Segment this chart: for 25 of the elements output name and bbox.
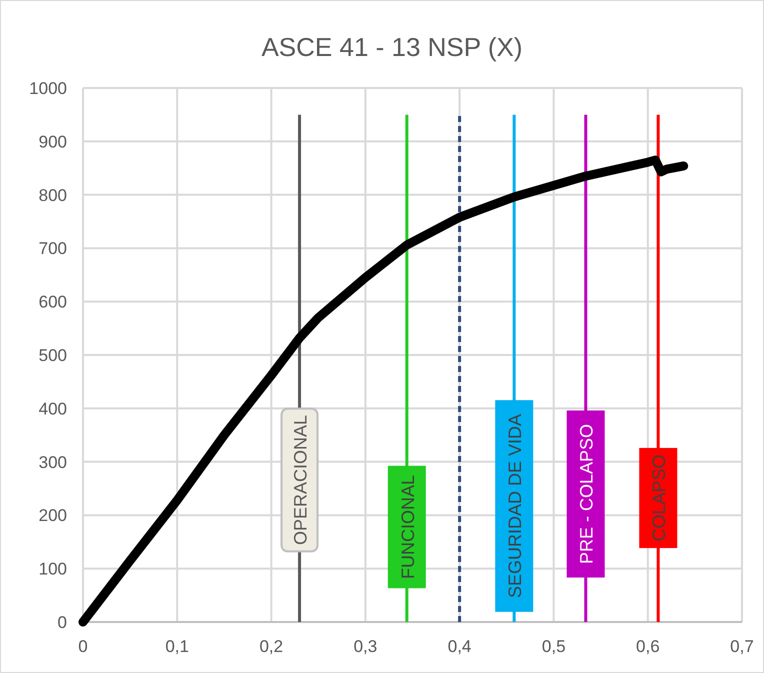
- y-tick-label: 500: [38, 346, 67, 365]
- x-tick-label: 0,4: [448, 637, 472, 656]
- y-tick-label: 900: [38, 132, 67, 152]
- x-tick-label: 0,3: [354, 637, 378, 656]
- chart-title: ASCE 41 - 13 NSP (X): [261, 32, 523, 62]
- y-tick-label: 800: [38, 186, 67, 205]
- ref-line-label: PRE - COLAPSO: [576, 424, 597, 564]
- ref-line-label: OPERACIONAL: [290, 414, 311, 546]
- y-tick-label: 1000: [29, 78, 67, 98]
- x-tick-label: 0,6: [636, 637, 660, 656]
- x-tick-label: 0,7: [730, 637, 754, 656]
- x-tick-label: 0,2: [259, 637, 284, 656]
- y-tick-label: 300: [38, 452, 67, 472]
- ref-line-label: COLAPSO: [649, 454, 670, 542]
- y-tick-label: 0: [58, 612, 67, 632]
- x-tick-label: 0: [78, 637, 88, 656]
- x-tick-label: 0,5: [542, 637, 566, 656]
- x-tick-label: 0,1: [165, 637, 189, 656]
- y-tick-label: 100: [38, 560, 67, 579]
- y-tick-label: 400: [38, 399, 67, 418]
- ref-line-label: FUNCIONAL: [398, 474, 418, 580]
- y-tick-label: 600: [38, 292, 67, 312]
- y-tick-label: 700: [38, 239, 67, 258]
- y-tick-label: 200: [38, 506, 67, 526]
- ref-line-label: SEGURIDAD DE VIDA: [505, 414, 526, 598]
